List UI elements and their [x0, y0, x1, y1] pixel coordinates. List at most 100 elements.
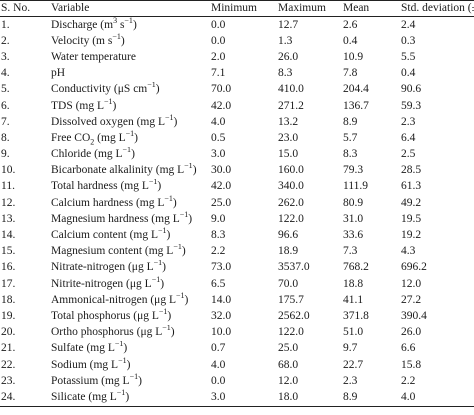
cell-sno: 14.	[1, 229, 16, 242]
table-row: 2. Velocity (m s−1) 0.0 1.3 0.4 0.3	[0, 33, 474, 49]
cell-sno: 12.	[1, 196, 16, 209]
cell-minimum: 0.0	[211, 18, 226, 31]
cell-variable: Discharge (m3 s−1)	[51, 16, 137, 31]
cell-sno: 17.	[1, 277, 16, 290]
cell-sno: 4.	[1, 67, 10, 80]
cell-variable: Bicarbonate alkalinity (mg L−1)	[51, 162, 197, 177]
cell-minimum: 42.0	[211, 99, 232, 112]
cell-sno: 19.	[1, 309, 16, 322]
cell-mean: 136.7	[343, 99, 369, 112]
cell-mean: 22.7	[343, 358, 364, 371]
header-std-deviation: Std. deviation (±)	[401, 2, 474, 14]
table-row: 19. Total phosphorus (μg L−1) 32.0 2562.0 37…	[0, 308, 474, 324]
cell-sno: 23.	[1, 374, 16, 387]
table-row: 22. Sodium (mg L−1) 4.0 68.0 22.7 15.8	[0, 357, 474, 373]
cell-minimum: 42.0	[211, 180, 232, 193]
cell-minimum: 25.0	[211, 196, 232, 209]
cell-variable: Nitrate-nitrogen (μg L−1)	[51, 259, 166, 274]
table-body: 1. Discharge (m3 s−1) 0.0 12.7 2.6 2.4 2. Veloc…	[0, 17, 474, 406]
cell-std-deviation: 0.3	[401, 34, 416, 47]
cell-sno: 13.	[1, 212, 16, 225]
cell-sno: 24.	[1, 390, 16, 403]
cell-std-deviation: 2.2	[401, 374, 416, 387]
cell-minimum: 32.0	[211, 309, 232, 322]
cell-mean: 371.8	[343, 309, 369, 322]
cell-maximum: 340.0	[278, 180, 304, 193]
cell-variable: pH	[51, 67, 66, 80]
table-row: 14. Calcium content (mg L−1) 8.3 96.6 33.6 19…	[0, 227, 474, 243]
cell-mean: 18.8	[343, 277, 364, 290]
cell-mean: 31.0	[343, 212, 364, 225]
cell-sno: 9.	[1, 148, 10, 161]
cell-maximum: 13.2	[278, 115, 299, 128]
cell-variable: TDS (mg L−1)	[51, 97, 117, 112]
cell-std-deviation: 2.5	[401, 148, 416, 161]
cell-mean: 7.3	[343, 245, 358, 258]
cell-minimum: 0.0	[211, 34, 226, 47]
cell-mean: 79.3	[343, 164, 364, 177]
cell-sno: 7.	[1, 115, 10, 128]
cell-minimum: 4.0	[211, 358, 226, 371]
cell-maximum: 3537.0	[278, 261, 310, 274]
cell-sno: 1.	[1, 18, 10, 31]
cell-mean: 204.4	[343, 83, 369, 96]
cell-std-deviation: 49.2	[401, 196, 422, 209]
cell-minimum: 4.0	[211, 115, 226, 128]
table-row: 1. Discharge (m3 s−1) 0.0 12.7 2.6 2.4	[0, 17, 474, 34]
cell-minimum: 10.0	[211, 326, 232, 339]
cell-variable: Water temperature	[51, 50, 136, 63]
cell-sno: 8.	[1, 131, 10, 144]
cell-maximum: 160.0	[278, 164, 304, 177]
table-row: 10. Bicarbonate alkalinity (mg L−1) 30.0 16…	[0, 163, 474, 179]
cell-mean: 9.7	[343, 342, 358, 355]
cell-maximum: 68.0	[278, 358, 299, 371]
cell-mean: 33.6	[343, 229, 364, 242]
cell-std-deviation: 27.2	[401, 293, 422, 306]
header-sno: S. No.	[1, 2, 31, 14]
cell-variable: Ortho phosphorus (μg L−1)	[51, 324, 175, 339]
cell-minimum: 2.0	[211, 50, 226, 63]
table-row: 4. pH 7.1 8.3 7.8 0.4	[0, 66, 474, 82]
cell-mean: 8.3	[343, 148, 358, 161]
cell-sno: 2.	[1, 34, 10, 47]
cell-variable: Dissolved oxygen (mg L−1)	[51, 114, 178, 128]
table-row: 24. Silicate (mg L−1) 3.0 18.0 8.9 4.0	[0, 389, 474, 406]
cell-std-deviation: 5.5	[401, 50, 416, 63]
cell-sno: 21.	[1, 342, 16, 355]
cell-sno: 16.	[1, 261, 16, 274]
cell-minimum: 3.0	[211, 148, 226, 161]
cell-mean: 768.2	[343, 261, 369, 274]
cell-variable: Sulfate (mg L−1)	[51, 340, 128, 355]
cell-mean: 0.4	[343, 34, 358, 47]
cell-std-deviation: 28.5	[401, 164, 422, 177]
table-row: 6. TDS (mg L−1) 42.0 271.2 136.7 59.3	[0, 98, 474, 114]
cell-maximum: 23.0	[278, 131, 299, 144]
cell-minimum: 0.0	[211, 374, 226, 387]
table-row: 11. Total hardness (mg L−1) 42.0 340.0 111.9…	[0, 179, 474, 195]
cell-std-deviation: 4.0	[401, 390, 416, 403]
cell-sno: 6.	[1, 99, 10, 112]
cell-maximum: 96.6	[278, 229, 299, 242]
table-row: 16. Nitrate-nitrogen (μg L−1) 73.0 3537.0 76…	[0, 260, 474, 276]
cell-std-deviation: 6.6	[401, 342, 416, 355]
cell-maximum: 2562.0	[278, 309, 310, 322]
cell-variable: Free CO2 (mg L−1)	[51, 130, 138, 147]
cell-sno: 20.	[1, 326, 16, 339]
cell-variable: Nitrite-nitrogen (μg L−1)	[51, 276, 165, 290]
cell-sno: 15.	[1, 245, 16, 258]
cell-variable: Total phosphorus (μg L−1)	[51, 308, 172, 322]
table-row: 15. Magnesium content (mg L−1) 2.2 18.9 7.3 4…	[0, 244, 474, 260]
header-variable: Variable	[51, 2, 90, 14]
cell-mean: 10.9	[343, 50, 364, 63]
cell-variable: Total hardness (mg L−1)	[51, 178, 162, 193]
cell-sno: 5.	[1, 83, 10, 96]
cell-std-deviation: 90.6	[401, 83, 422, 96]
cell-maximum: 122.0	[278, 212, 304, 225]
cell-minimum: 2.2	[211, 245, 226, 258]
cell-mean: 7.8	[343, 67, 358, 80]
cell-mean: 2.3	[343, 374, 358, 387]
cell-minimum: 3.0	[211, 390, 226, 403]
cell-minimum: 70.0	[211, 83, 232, 96]
cell-std-deviation: 61.3	[401, 180, 422, 193]
